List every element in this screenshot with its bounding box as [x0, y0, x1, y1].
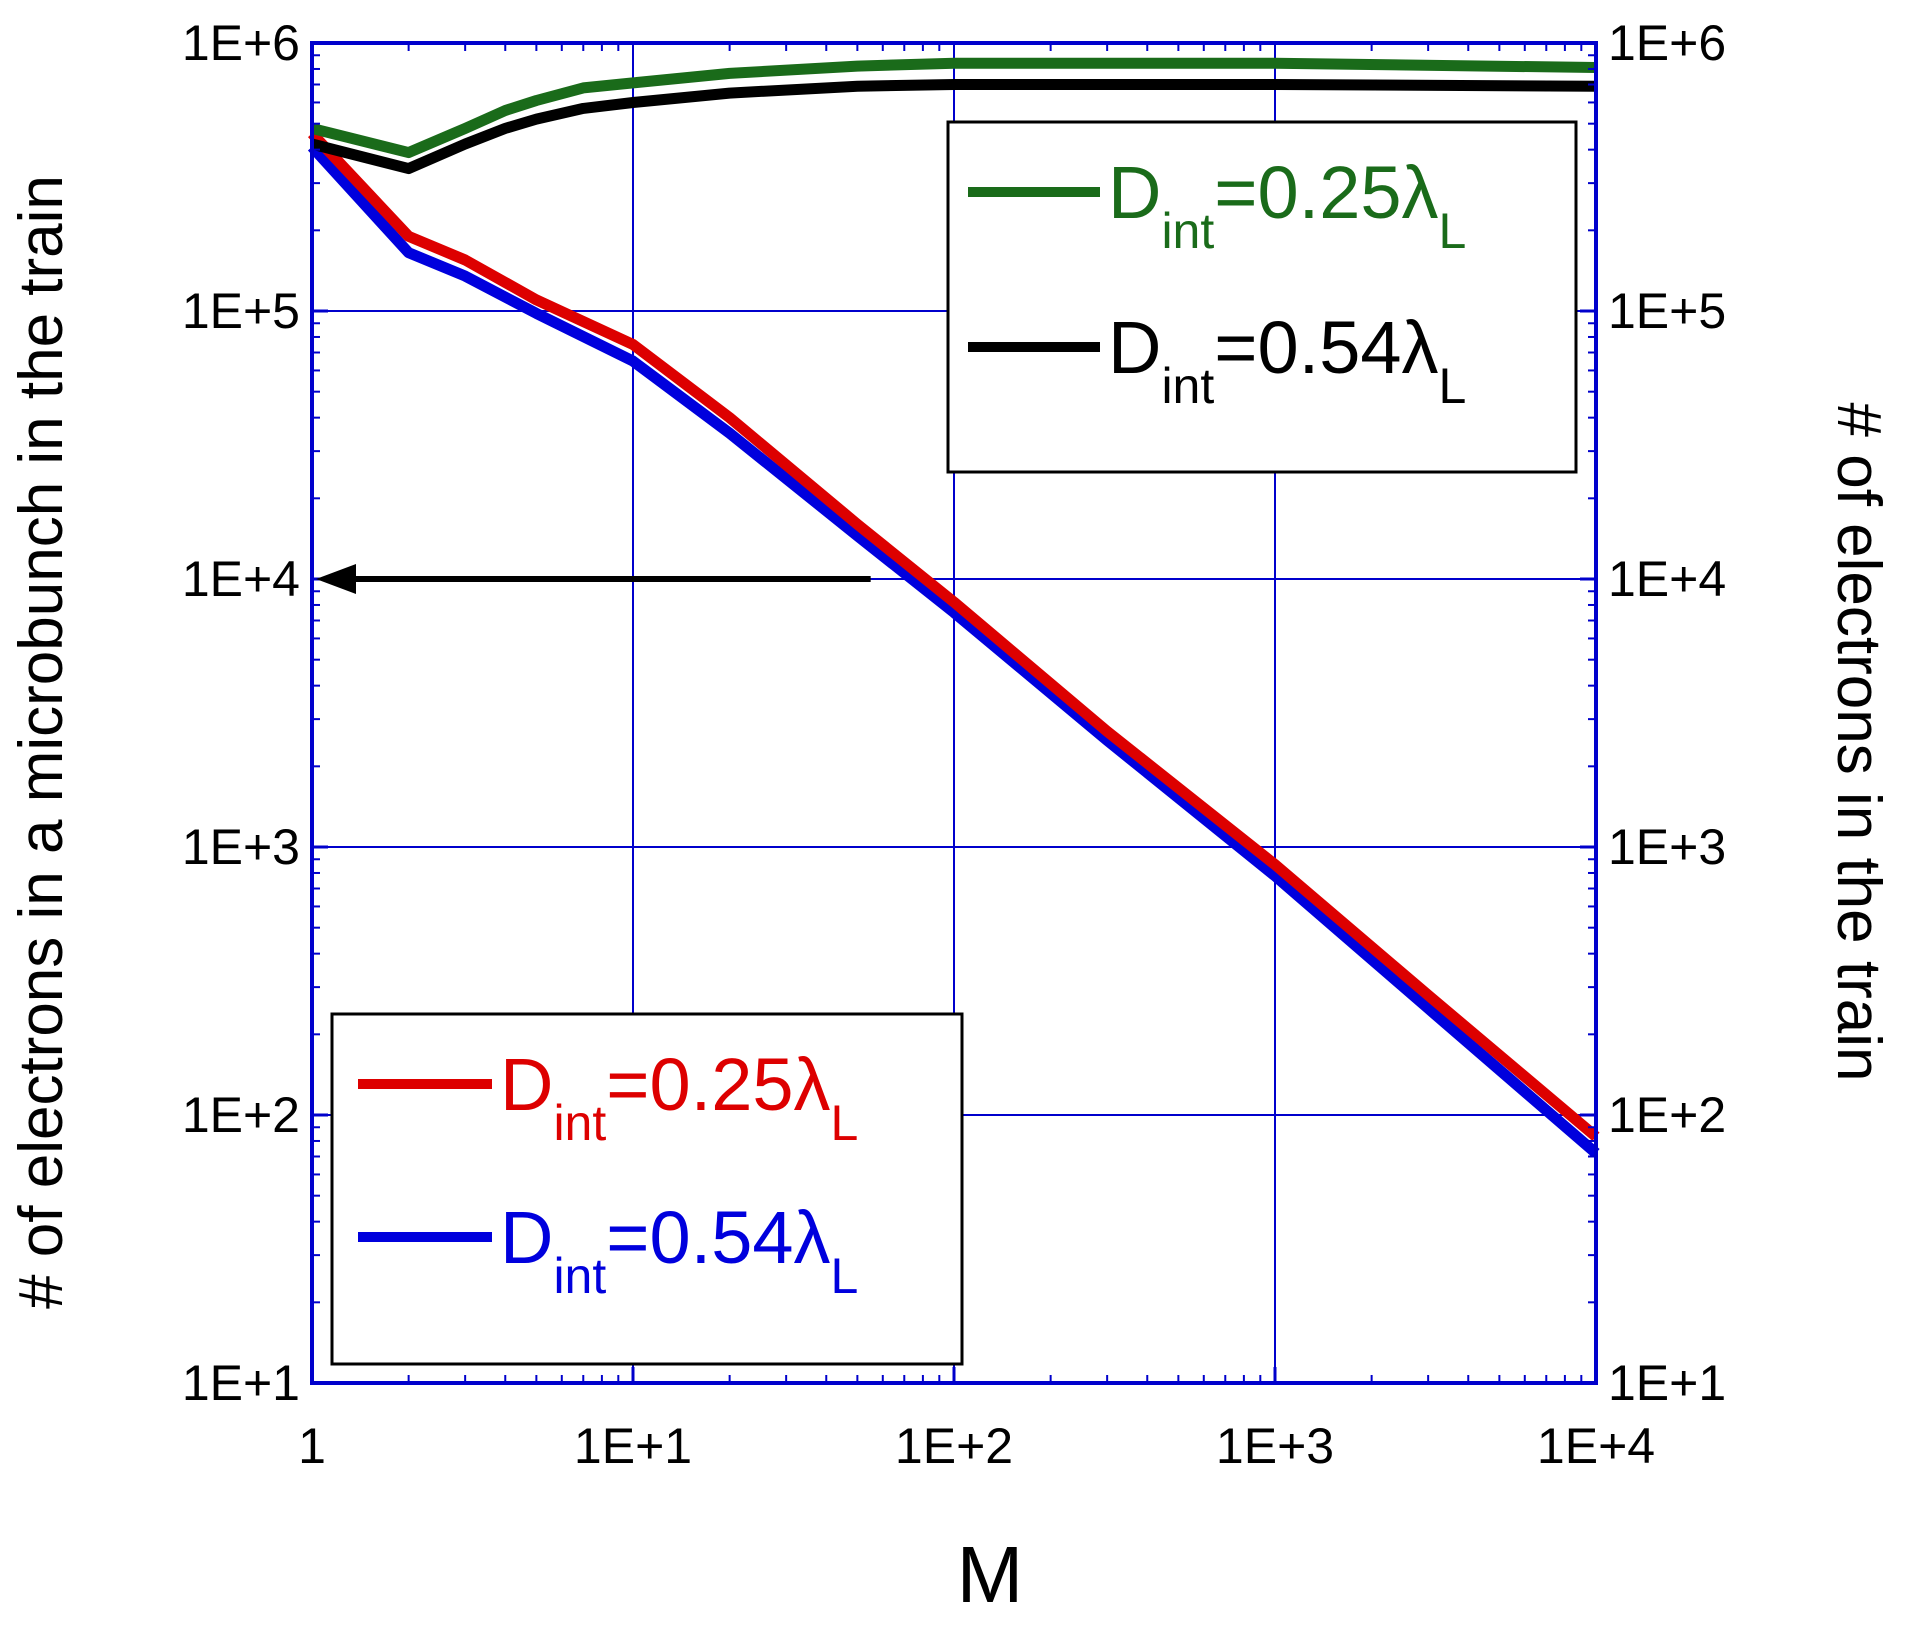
y-right-tick-label: 1E+6 — [1608, 15, 1726, 71]
legend-label-subscript: L — [831, 1248, 859, 1304]
legend-label-text: D — [500, 1196, 553, 1279]
y-right-tick-label: 1E+3 — [1608, 819, 1726, 875]
series-line-2 — [310, 79, 1597, 175]
y-right-tick-label: 1E+2 — [1608, 1087, 1726, 1143]
series-line-1 — [310, 57, 1597, 159]
y-left-tick-label: 1E+1 — [182, 1355, 300, 1411]
legend-label-text: =0.54λ — [606, 1196, 830, 1279]
plot-lines — [307, 57, 1600, 1158]
tick-marks — [310, 41, 1598, 1385]
y-left-tick-label: 1E+2 — [182, 1087, 300, 1143]
legend-label-subscript: int — [1161, 203, 1214, 259]
legend-label: Dint=0.54λL — [500, 1196, 858, 1304]
x-tick-label: 1E+4 — [1537, 1418, 1655, 1474]
legend-label-subscript: int — [553, 1248, 606, 1304]
y-axis-right-title: # of electrons in the train — [1824, 403, 1893, 1082]
y-right-tick-label: 1E+1 — [1608, 1355, 1726, 1411]
y-left-tick-label: 1E+4 — [182, 551, 300, 607]
legend-label-text: D — [1108, 151, 1161, 234]
legend-label-subscript: int — [553, 1095, 606, 1151]
legend-label-subscript: int — [1161, 358, 1214, 414]
legend-label-subscript: L — [1439, 358, 1467, 414]
legend-label-text: =0.54λ — [1214, 306, 1438, 389]
arrow-annotation — [316, 564, 871, 594]
y-left-tick-label: 1E+3 — [182, 819, 300, 875]
y-left-tick-label: 1E+5 — [182, 283, 300, 339]
x-tick-label: 1 — [298, 1418, 326, 1474]
legend-label-text: D — [500, 1043, 553, 1126]
x-tick-label: 1E+1 — [574, 1418, 692, 1474]
y-right-tick-label: 1E+4 — [1608, 551, 1726, 607]
x-tick-label: 1E+3 — [1216, 1418, 1334, 1474]
x-tick-label: 1E+2 — [895, 1418, 1013, 1474]
tick-labels: 1 1E+1 1E+2 1E+3 1E+4 1E+1 1E+1 1E+2 1E+2 1E+3 1E+… — [182, 15, 1726, 1474]
series-line-3 — [307, 129, 1600, 1141]
x-axis-title: M — [957, 1530, 1024, 1619]
y-axis-left-title: # of electrons in a microbunch in the tr… — [7, 175, 76, 1309]
legend-label-text: D — [1108, 306, 1161, 389]
y-left-tick-label: 1E+6 — [182, 15, 300, 71]
legend-label-subscript: L — [831, 1095, 859, 1151]
y-right-tick-label: 1E+5 — [1608, 283, 1726, 339]
series-line-4 — [307, 143, 1600, 1158]
legend-label-subscript: L — [1439, 203, 1467, 259]
legend-label: Dint=0.25λL — [1108, 151, 1466, 259]
legend-label: Dint=0.25λL — [500, 1043, 858, 1151]
arrow-head — [316, 564, 356, 594]
legend-label-text: =0.25λ — [1214, 151, 1438, 234]
legend-label: Dint=0.54λL — [1108, 306, 1466, 414]
legend-label-text: =0.25λ — [606, 1043, 830, 1126]
